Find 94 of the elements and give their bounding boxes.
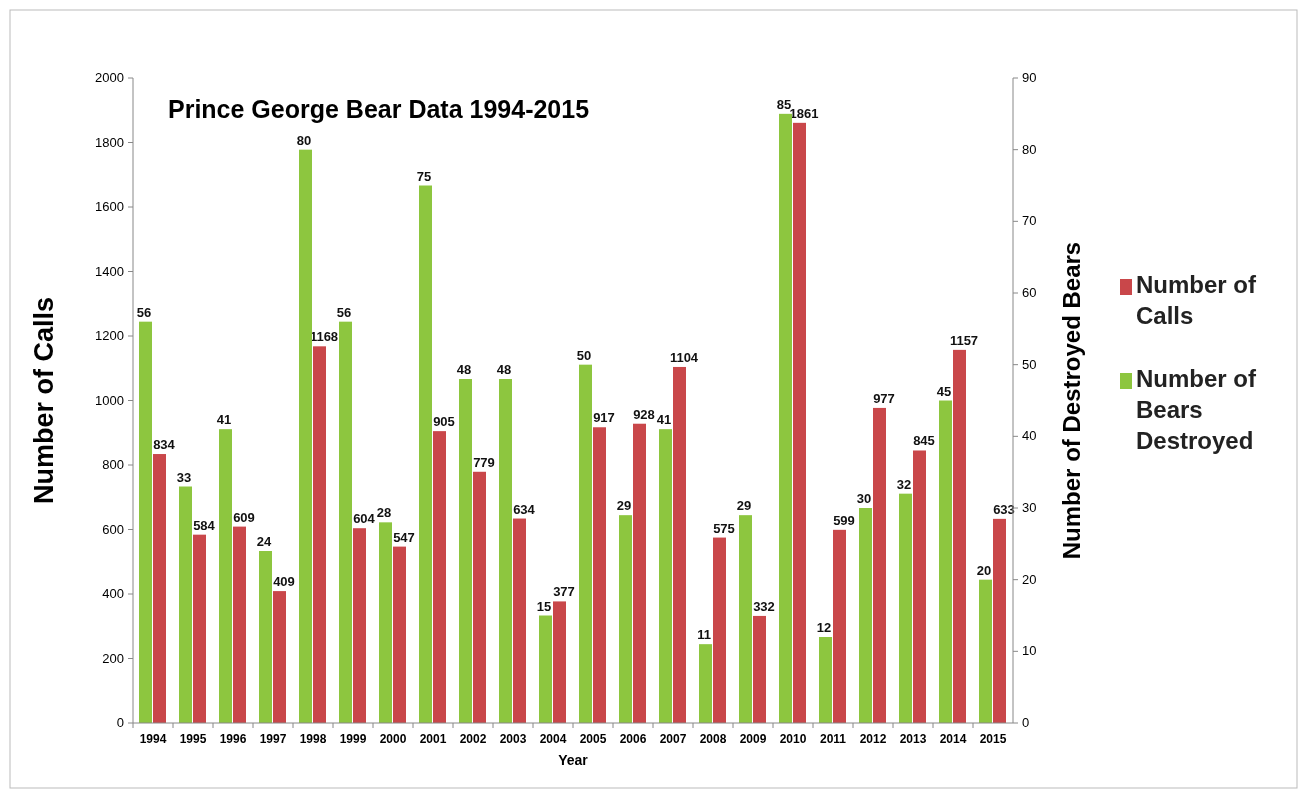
x-tick-label: 2000 — [379, 732, 407, 746]
x-tick-label: 2009 — [739, 732, 767, 746]
data-label: 905 — [433, 414, 455, 430]
x-tick-label: 2007 — [659, 732, 687, 746]
data-label: 845 — [913, 433, 935, 449]
x-tick-label: 2004 — [539, 732, 567, 746]
data-label: 1168 — [309, 329, 339, 345]
x-tick-label: 2015 — [979, 732, 1007, 746]
data-label: 29 — [736, 498, 752, 514]
y-tick-label: 1000 — [95, 392, 124, 408]
x-tick-label: 2013 — [899, 732, 927, 746]
x-tick-label: 1995 — [179, 732, 207, 746]
data-label: 15 — [536, 598, 552, 614]
x-tick-label: 2003 — [499, 732, 527, 746]
data-label: 28 — [376, 505, 392, 521]
x-tick-label: 2010 — [779, 732, 807, 746]
data-label: 1157 — [949, 332, 979, 348]
data-label: 24 — [256, 534, 272, 549]
data-label: 56 — [336, 304, 352, 320]
x-tick-label: 2008 — [699, 732, 727, 746]
data-label: 41 — [656, 412, 672, 428]
data-label: 32 — [896, 476, 912, 492]
y2-tick-label: 0 — [1022, 715, 1030, 730]
y2-tick-label: 50 — [1022, 356, 1037, 372]
y-tick-label: 400 — [102, 586, 124, 601]
legend-label: Number of Bears Destroyed — [1136, 365, 1258, 454]
legend-label: Number of Calls — [1136, 271, 1258, 329]
data-label: 11 — [697, 627, 711, 643]
data-label: 30 — [856, 491, 872, 506]
data-label: 20 — [976, 562, 992, 578]
data-label: 609 — [233, 509, 255, 525]
y-axis-title: Number of Calls — [29, 296, 59, 505]
data-label: 45 — [936, 383, 952, 399]
bar — [339, 321, 352, 723]
bar — [833, 529, 846, 723]
y2-tick-label: 30 — [1022, 500, 1037, 515]
data-label: 604 — [353, 511, 376, 527]
data-label: 332 — [753, 598, 775, 614]
y2-tick-label: 80 — [1022, 141, 1037, 157]
x-tick-label: 2011 — [819, 732, 847, 746]
y-tick-label: 1200 — [95, 328, 124, 343]
y-tick-label: 1800 — [95, 134, 124, 150]
data-label: 409 — [273, 574, 295, 590]
x-tick-label: 1994 — [139, 732, 167, 746]
y2-tick-label: 20 — [1022, 571, 1037, 587]
x-tick-label: 1998 — [299, 732, 327, 746]
x-tick-label: 1999 — [339, 732, 367, 746]
data-label: 80 — [296, 132, 312, 148]
y2-axis-title: Number of Destroyed Bears — [1058, 241, 1085, 560]
data-label: 33 — [176, 469, 192, 485]
x-tick-label: 2014 — [939, 732, 967, 746]
data-label: 977 — [873, 390, 895, 406]
text: Prince George Bear Data 1994-2015 — [168, 95, 590, 123]
x-tick-label: 1997 — [259, 732, 287, 746]
x-tick-label: 1996 — [219, 732, 247, 746]
y-tick-label: 1400 — [95, 263, 124, 279]
data-label: 634 — [513, 501, 536, 517]
data-label: 1104 — [669, 349, 699, 365]
data-label: 56 — [136, 304, 152, 320]
y2-tick-label: 60 — [1022, 285, 1037, 300]
data-label: 29 — [616, 498, 632, 514]
data-label: 584 — [193, 517, 216, 533]
data-label: 48 — [456, 362, 472, 377]
y-tick-label: 600 — [102, 521, 124, 537]
data-label: 779 — [473, 454, 495, 470]
data-label: 834 — [153, 437, 176, 453]
y-tick-label: 2000 — [95, 70, 124, 85]
data-label: 50 — [576, 347, 592, 363]
data-label: 12 — [816, 620, 832, 635]
x-tick-label: 2002 — [459, 732, 487, 746]
x-tick-label: 2001 — [419, 732, 447, 746]
y2-tick-label: 90 — [1022, 70, 1037, 85]
y-tick-label: 800 — [102, 457, 124, 472]
y2-tick-label: 70 — [1022, 213, 1037, 229]
data-label: 928 — [633, 406, 655, 422]
x-tick-label: 2012 — [859, 732, 887, 746]
x-tick-label: 2005 — [579, 732, 607, 746]
data-label: 41 — [216, 412, 232, 428]
data-label: 917 — [593, 410, 615, 426]
y2-tick-label: 40 — [1022, 428, 1037, 444]
data-label: 547 — [393, 529, 415, 545]
bar — [713, 537, 726, 723]
y-tick-label: 1600 — [95, 199, 124, 214]
y-tick-label: 200 — [102, 650, 124, 666]
data-label: 377 — [553, 584, 575, 600]
data-label: 575 — [713, 520, 735, 536]
data-label: 633 — [993, 501, 1015, 517]
x-tick-label: 2006 — [619, 732, 647, 746]
y-tick-label: 0 — [116, 715, 124, 730]
data-label: 48 — [496, 362, 512, 377]
y2-tick-label: 10 — [1022, 643, 1037, 659]
data-label: 75 — [416, 168, 432, 184]
x-axis-title: Year — [558, 752, 589, 768]
data-label: 599 — [833, 512, 855, 528]
